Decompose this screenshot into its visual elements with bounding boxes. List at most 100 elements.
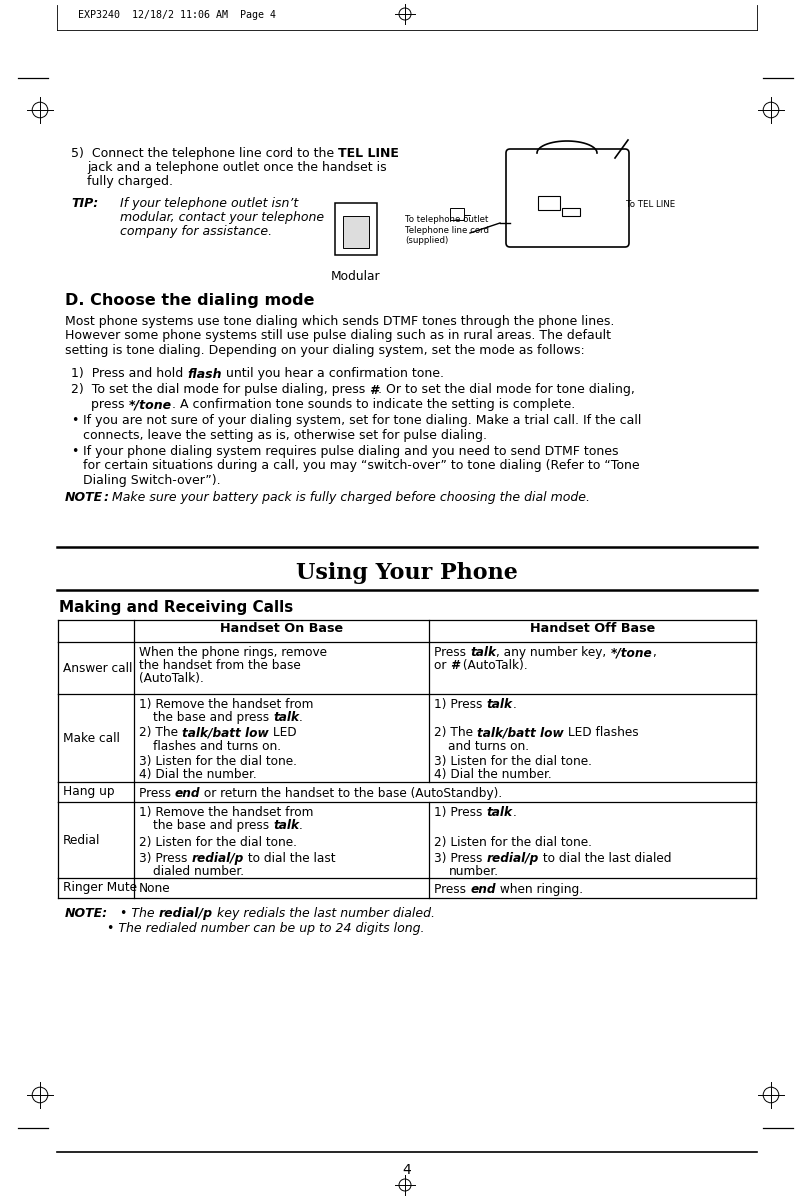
Text: redial/p: redial/p <box>159 907 212 920</box>
Text: D. Choose the dialing mode: D. Choose the dialing mode <box>65 293 315 308</box>
Text: Using Your Phone: Using Your Phone <box>296 562 518 584</box>
Text: EXP3240  12/18/2 11:06 AM  Page 4: EXP3240 12/18/2 11:06 AM Page 4 <box>78 10 276 20</box>
Text: .: . <box>513 698 517 710</box>
Text: 1) Press: 1) Press <box>435 806 487 818</box>
Text: None: None <box>139 882 170 894</box>
Text: •: • <box>71 445 79 458</box>
Text: ,: , <box>652 646 656 659</box>
Text: redial/p: redial/p <box>487 852 539 864</box>
Text: talk: talk <box>487 806 513 818</box>
Text: TIP:: TIP: <box>71 197 98 210</box>
Text: jack and a telephone outlet once the handset is: jack and a telephone outlet once the han… <box>87 161 387 174</box>
Text: LED flashes: LED flashes <box>564 726 639 739</box>
Text: Modular: Modular <box>331 270 381 283</box>
Text: 2) The: 2) The <box>139 726 182 739</box>
Bar <box>450 208 464 220</box>
FancyBboxPatch shape <box>506 149 629 247</box>
Text: talk/batt low: talk/batt low <box>182 726 268 739</box>
Text: Most phone systems use tone dialing which sends DTMF tones through the phone lin: Most phone systems use tone dialing whic… <box>65 314 615 328</box>
Text: end: end <box>175 787 200 800</box>
Text: • The: • The <box>108 907 159 920</box>
Text: talk: talk <box>273 712 299 725</box>
Text: Press: Press <box>435 646 470 659</box>
Text: talk: talk <box>487 698 513 710</box>
Text: , any number key,: , any number key, <box>496 646 611 659</box>
Text: connects, leave the setting as is, otherwise set for pulse dialing.: connects, leave the setting as is, other… <box>83 428 487 442</box>
Text: the base and press: the base and press <box>153 712 273 725</box>
Text: Make sure your battery pack is fully charged before choosing the dial mode.: Make sure your battery pack is fully cha… <box>108 491 590 504</box>
Text: (supplied): (supplied) <box>405 236 448 245</box>
Text: . Or to set the dial mode for tone dialing,: . Or to set the dial mode for tone diali… <box>378 384 635 396</box>
Text: #: # <box>451 659 459 672</box>
Text: . A confirmation tone sounds to indicate the setting is complete.: . A confirmation tone sounds to indicate… <box>172 398 575 410</box>
Text: modular, contact your telephone: modular, contact your telephone <box>120 211 324 224</box>
Text: NOTE: NOTE <box>65 491 103 504</box>
Text: LED: LED <box>268 726 296 739</box>
Text: .: . <box>513 806 517 818</box>
Text: Press: Press <box>435 883 470 896</box>
Text: 1)  Press and hold: 1) Press and hold <box>71 367 187 380</box>
Text: setting is tone dialing. Depending on your dialing system, set the mode as follo: setting is tone dialing. Depending on yo… <box>65 344 585 358</box>
Text: :: : <box>103 491 108 504</box>
Text: #: # <box>369 384 378 396</box>
Text: company for assistance.: company for assistance. <box>120 226 272 238</box>
Text: TEL LINE: TEL LINE <box>338 146 399 160</box>
Text: 3) Press: 3) Press <box>139 852 191 864</box>
Text: press: press <box>91 398 128 410</box>
Text: Hang up: Hang up <box>63 786 114 798</box>
Bar <box>562 208 580 216</box>
Text: NOTE:: NOTE: <box>65 907 108 920</box>
Text: To TEL LINE: To TEL LINE <box>626 200 676 209</box>
Text: talk/batt low: talk/batt low <box>478 726 564 739</box>
Text: end: end <box>470 883 496 896</box>
Text: Dialing Switch-over”).: Dialing Switch-over”). <box>83 474 221 487</box>
Text: talk: talk <box>470 646 496 659</box>
Text: number.: number. <box>448 865 499 877</box>
Text: Telephone line cord: Telephone line cord <box>405 226 489 235</box>
Text: and turns on.: and turns on. <box>448 739 530 752</box>
Text: 4: 4 <box>402 1163 411 1177</box>
Text: to dial the last: to dial the last <box>243 852 335 864</box>
Text: 3) Listen for the dial tone.: 3) Listen for the dial tone. <box>139 755 297 768</box>
Bar <box>343 216 369 248</box>
Text: key redials the last number dialed.: key redials the last number dialed. <box>212 907 435 920</box>
Text: for certain situations during a call, you may “switch-over” to tone dialing (Ref: for certain situations during a call, yo… <box>83 460 640 473</box>
Text: 2) The: 2) The <box>435 726 478 739</box>
Text: 4) Dial the number.: 4) Dial the number. <box>139 768 256 781</box>
Text: •: • <box>71 414 79 427</box>
Text: flash: flash <box>187 367 221 380</box>
Text: Make call: Make call <box>63 732 120 744</box>
Text: the handset from the base: the handset from the base <box>139 659 301 672</box>
Text: • The redialed number can be up to 24 digits long.: • The redialed number can be up to 24 di… <box>107 922 424 935</box>
Text: 1) Remove the handset from: 1) Remove the handset from <box>139 806 313 818</box>
Text: .: . <box>299 820 303 833</box>
Bar <box>335 203 377 254</box>
Text: 2) Listen for the dial tone.: 2) Listen for the dial tone. <box>435 836 592 850</box>
Text: 3) Press: 3) Press <box>435 852 487 864</box>
Text: (AutoTalk).: (AutoTalk). <box>459 659 528 672</box>
Text: 4) Dial the number.: 4) Dial the number. <box>435 768 552 781</box>
Text: 2)  To set the dial mode for pulse dialing, press: 2) To set the dial mode for pulse dialin… <box>71 384 369 396</box>
Text: when ringing.: when ringing. <box>496 883 583 896</box>
Text: If your phone dialing system requires pulse dialing and you need to send DTMF to: If your phone dialing system requires pu… <box>83 445 619 458</box>
Text: However some phone systems still use pulse dialing such as in rural areas. The d: However some phone systems still use pul… <box>65 330 611 342</box>
Text: Answer call: Answer call <box>63 661 132 674</box>
Text: To telephone outlet: To telephone outlet <box>405 215 488 224</box>
Text: Handset On Base: Handset On Base <box>220 622 343 635</box>
Text: Redial: Redial <box>63 834 101 846</box>
Text: 2) Listen for the dial tone.: 2) Listen for the dial tone. <box>139 836 297 850</box>
Text: Ringer Mute: Ringer Mute <box>63 882 137 894</box>
Text: dialed number.: dialed number. <box>153 865 244 877</box>
Text: Handset Off Base: Handset Off Base <box>530 622 655 635</box>
Text: */tone: */tone <box>128 398 172 410</box>
Text: flashes and turns on.: flashes and turns on. <box>153 739 281 752</box>
Text: 5)  Connect the telephone line cord to the: 5) Connect the telephone line cord to th… <box>71 146 338 160</box>
Text: or return the handset to the base (AutoStandby).: or return the handset to the base (AutoS… <box>200 787 503 800</box>
Text: */tone: */tone <box>611 646 652 659</box>
Text: fully charged.: fully charged. <box>87 175 173 188</box>
Text: 1) Remove the handset from: 1) Remove the handset from <box>139 698 313 710</box>
Text: until you hear a confirmation tone.: until you hear a confirmation tone. <box>221 367 444 380</box>
Text: 1) Press: 1) Press <box>435 698 487 710</box>
Text: talk: talk <box>273 820 299 833</box>
Text: If you are not sure of your dialing system, set for tone dialing. Make a trial c: If you are not sure of your dialing syst… <box>83 414 642 427</box>
